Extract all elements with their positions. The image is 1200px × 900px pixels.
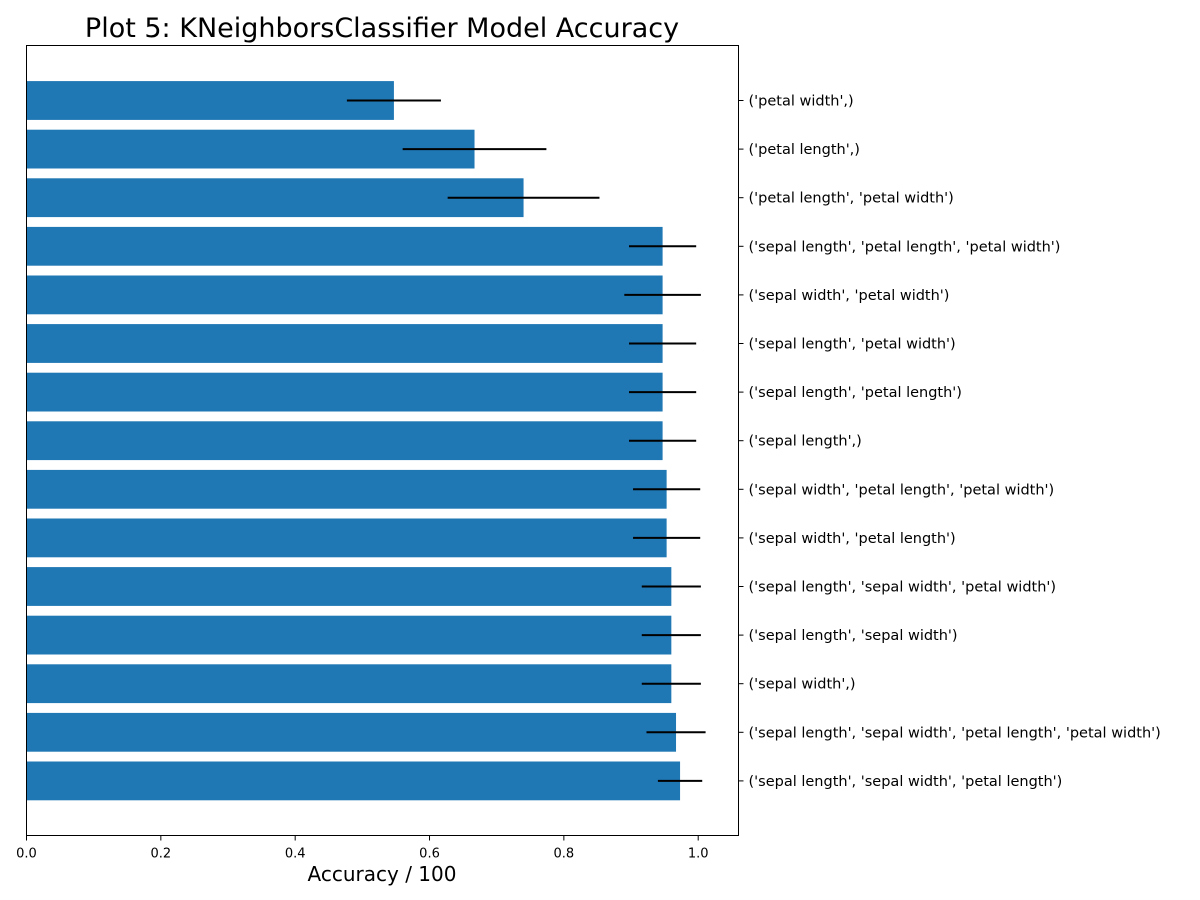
bar xyxy=(26,421,663,461)
x-tick-label: 0.8 xyxy=(554,847,575,862)
category-label: ('sepal length', 'sepal width', 'petal w… xyxy=(749,580,1057,596)
category-label: ('sepal width',) xyxy=(749,677,856,693)
bar xyxy=(26,372,663,412)
bar xyxy=(26,712,677,752)
bar xyxy=(26,615,672,655)
x-axis-label: Accuracy / 100 xyxy=(308,862,457,886)
category-label: ('sepal length', 'petal length', 'petal … xyxy=(749,239,1061,255)
category-label: ('petal width',) xyxy=(749,94,854,110)
category-label: ('sepal length', 'petal length') xyxy=(749,385,962,401)
category-label: ('sepal length',) xyxy=(749,434,862,450)
category-label: ('sepal width', 'petal length') xyxy=(749,531,956,547)
category-label: ('sepal length', 'sepal width', 'petal l… xyxy=(749,725,1161,741)
category-label: ('sepal width', 'petal width') xyxy=(749,288,950,304)
bar xyxy=(26,226,663,266)
x-tick-label: 0.4 xyxy=(285,847,306,862)
bar xyxy=(26,129,475,169)
y-axis-labels: ('petal width',) ('petal length',) ('petal… xyxy=(738,94,1161,790)
chart-title: Plot 5: KNeighborsClassifier Model Accur… xyxy=(85,13,679,44)
error-bars-group xyxy=(346,99,706,782)
category-label: ('sepal length', 'sepal width') xyxy=(749,628,958,644)
x-axis-ticks: 0.0 0.2 0.4 0.6 0.8 1.0 xyxy=(16,835,709,862)
category-label: ('sepal length', 'sepal width', 'petal l… xyxy=(749,774,1063,790)
bar xyxy=(26,469,667,509)
bar xyxy=(26,81,394,120)
x-tick-label: 0.6 xyxy=(419,847,440,862)
bar xyxy=(26,324,663,363)
bar xyxy=(26,178,524,218)
bars-group xyxy=(26,81,681,801)
x-tick-label: 0.0 xyxy=(16,847,37,862)
bar xyxy=(26,518,667,558)
category-label: ('sepal length', 'petal width') xyxy=(749,337,956,353)
bar xyxy=(26,567,672,606)
category-label: ('petal length', 'petal width') xyxy=(749,191,954,207)
x-tick-label: 1.0 xyxy=(688,847,709,862)
bar xyxy=(26,275,663,315)
bar xyxy=(26,761,681,801)
category-label: ('sepal width', 'petal length', 'petal w… xyxy=(749,482,1055,498)
category-label: ('petal length',) xyxy=(749,142,860,158)
bar xyxy=(26,664,672,704)
x-tick-label: 0.2 xyxy=(150,847,171,862)
